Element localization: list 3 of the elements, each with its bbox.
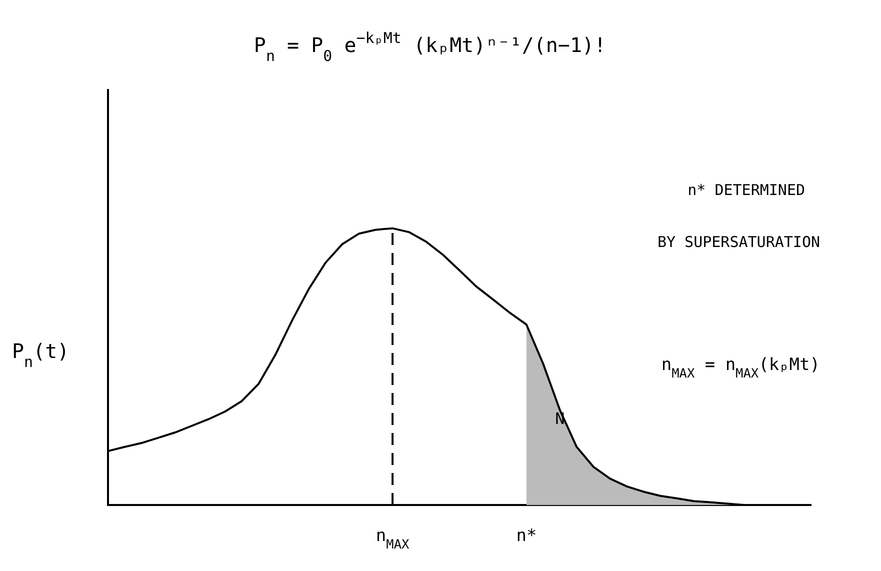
text: n* DETERMINED (688, 181, 806, 199)
x-tick-label: n* (516, 526, 537, 546)
annotation: BY SUPERSATURATION (657, 233, 820, 251)
